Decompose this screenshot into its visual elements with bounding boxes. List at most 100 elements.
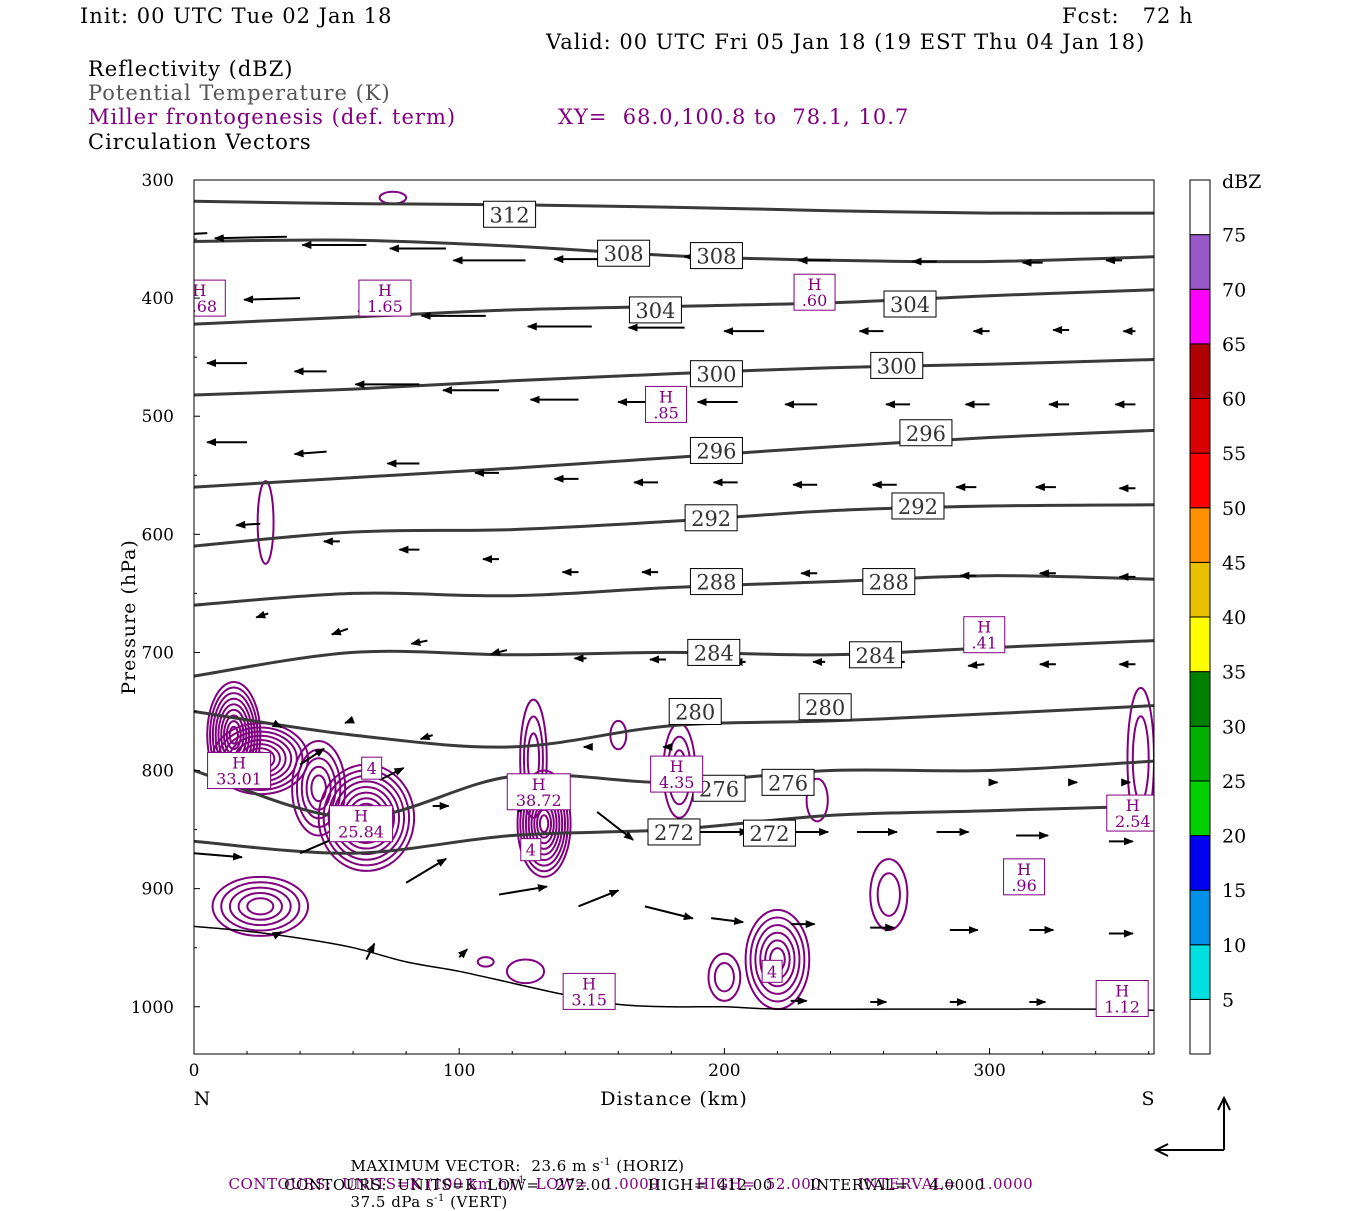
frontogenesis-contour [538,814,550,834]
circulation-vector [213,234,287,243]
colorbar-segment [1189,998,1211,1055]
frontogenesis-contour [300,757,337,820]
south-label: S [1141,1088,1154,1110]
theta-label: 296 [906,422,946,446]
cross-section-endpoints: XY= 68.0,100.8 to 78.1, 10.7 [558,105,910,129]
terrain-line [194,925,1154,1012]
colorbar-tick-label: 5 [1222,989,1234,1011]
theta-label-box [483,200,537,228]
theta-label: 312 [490,203,530,227]
frontogenesis-contour [237,891,283,921]
frontogenesis-contour [211,875,310,937]
theta-label-box [899,419,953,447]
circulation-vector [419,732,433,741]
frontogenesis-max-value: 2.54 [1115,812,1151,831]
theta-label-box [870,351,924,379]
x-tick-label: 100 [443,1061,475,1081]
circulation-vector [330,627,349,636]
theta-label-box [689,568,743,596]
theta-label-box [689,436,743,464]
colorbar-segment [1189,452,1211,509]
frontogenesis-contour [516,769,572,878]
theta-label: 308 [696,245,736,269]
colorbar-segment [1189,725,1211,782]
theta-label-box [761,768,815,796]
frontogenesis-contour [228,886,292,927]
theta-contour [194,704,1154,749]
frontogenesis-max-box [1106,794,1154,832]
circulation-vector [293,449,327,458]
frontogenesis-max-label: H [977,618,991,637]
circulation-vector [243,295,301,304]
frontogenesis-contour [1131,715,1150,803]
y-tick-label: 300 [142,171,174,191]
circulation-vector [379,767,405,781]
frontogenesis-contour [228,725,239,745]
frontogenesis-max-label: H [670,757,684,776]
circulation-vector [255,610,269,619]
north-label: N [194,1088,211,1110]
frontogenesis-max-box [1095,979,1149,1017]
y-tick-label: 400 [142,289,174,309]
contour-value-label: 4 [767,962,777,981]
frontogenesis-contour [754,924,801,995]
frontogenesis-max-box [963,616,1006,654]
circulation-vector [578,889,620,908]
colorbar-segment [1189,234,1211,290]
frontogenesis-max-box [329,805,394,843]
y-tick-label: 1000 [131,998,174,1018]
frontogenesis-max-box [358,279,412,317]
colorbar-tick-label: 10 [1222,935,1246,957]
superscript: -1 [514,1175,526,1186]
theta-label-box [668,697,722,725]
theta-label-box [798,693,852,721]
y-tick-label: 900 [142,880,174,900]
frontogenesis-contour [246,897,275,916]
colorbar-tick-label: 55 [1222,443,1246,465]
init-time: Init: 00 UTC Tue 02 Jan 18 [80,4,393,28]
theta-label-box [862,568,916,596]
frontogenesis-max-value: 4.35 [659,773,695,792]
field-label-frontogenesis: Miller frontogenesis (def. term) [88,105,457,129]
frontogenesis-max-box [650,755,704,793]
frontogenesis-contour [749,916,806,1003]
colorbar-segment [1189,780,1211,836]
colorbar-tick-label: 75 [1222,225,1246,247]
max-vector-vert-unit: (VERT) [444,1193,508,1211]
contour-value-box [761,959,783,983]
colorbar-title: dBZ [1222,171,1261,193]
frontogenesis-max-value: 25.84 [338,823,384,842]
colorbar-segment [1189,288,1211,345]
colorbar-tick-label: 40 [1222,607,1246,629]
theta-label: 288 [869,571,909,595]
frontogenesis-max-box [1003,858,1046,896]
field-label-vectors: Circulation Vectors [88,130,312,154]
frontogenesis-max-label: H [192,281,206,300]
frontogenesis-max-label: H [378,281,392,300]
frontogenesis-contour [256,480,275,565]
frontogenesis-max-box [562,972,616,1010]
forecast-hour: Fcst: 72 h [1062,4,1194,28]
frontogenesis-contour [876,872,901,917]
frontogenesis-max-value: 1.65 [367,297,403,316]
circulation-vector [271,930,283,940]
max-vector-horiz-unit: (HORIZ) [611,1157,685,1175]
circulation-vector [410,638,428,646]
theta-label: 288 [696,571,736,595]
frontogenesis-max-value: 1.12 [1104,997,1140,1016]
theta-label-box [883,290,937,318]
circulation-vector [271,719,283,729]
frontogenesis-max-box [645,385,688,423]
frontogenesis-max-label: H [659,387,673,406]
circulation-vector [194,852,243,861]
colorbar-segment [1189,944,1211,1000]
contour-value-label: 4 [367,759,377,778]
y-tick-label: 500 [142,407,174,427]
theta-contour-note: CONTOURS: UNITS=K LOW= 272.00 HIGH= 412.… [284,1176,985,1194]
theta-label: 308 [604,242,644,266]
frontogenesis-contour [220,881,301,932]
frontogenesis-max-box [207,752,272,790]
theta-label-box [742,819,796,847]
theta-label-box [628,296,682,324]
